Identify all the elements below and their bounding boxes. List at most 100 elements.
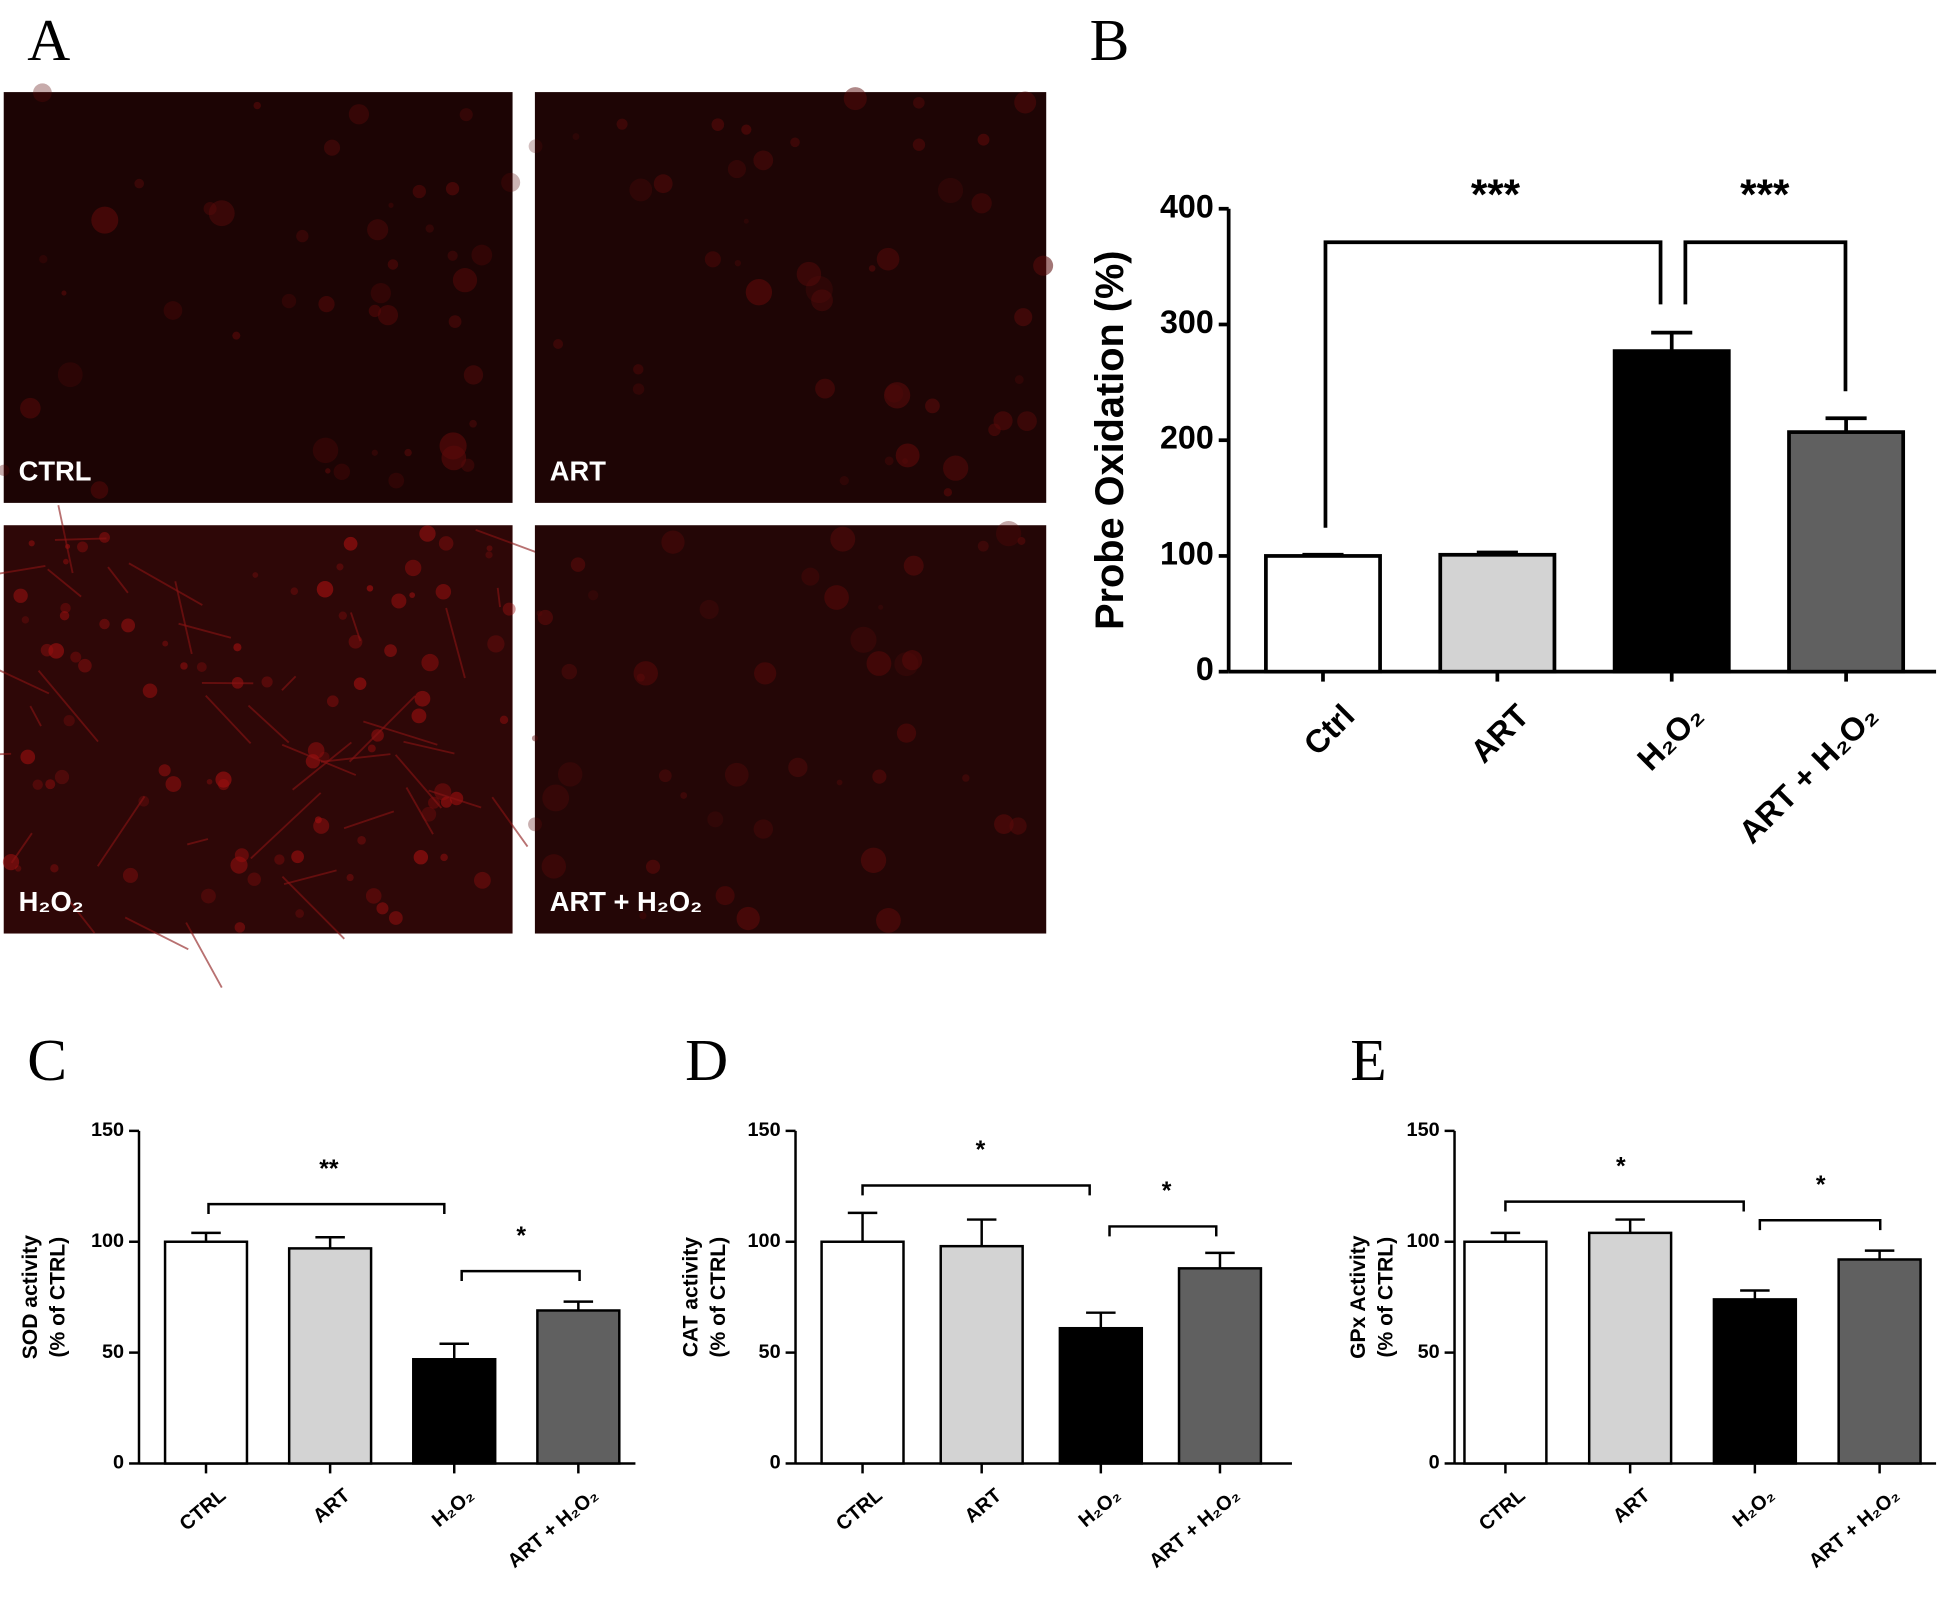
significance-label: * <box>516 1223 526 1250</box>
cell-process <box>185 922 223 989</box>
cell-process <box>178 622 232 639</box>
cell-spot <box>872 769 887 784</box>
cell-process <box>37 670 99 743</box>
cell-spot <box>318 296 335 313</box>
cell-spot <box>316 581 334 598</box>
cell-spot <box>913 96 925 109</box>
cell-spot <box>314 816 322 824</box>
cell-process <box>475 528 544 556</box>
significance-label: * <box>1616 1153 1626 1180</box>
cell-spot <box>203 202 217 216</box>
bar <box>939 1244 1024 1465</box>
cell-spot <box>711 118 725 131</box>
cell-spot <box>232 331 241 340</box>
cell-spot <box>1014 375 1024 385</box>
cell-spot <box>28 540 35 547</box>
cell-spot <box>323 139 341 156</box>
cell-process <box>67 899 96 934</box>
cell-spot <box>158 764 171 777</box>
cell-spot <box>448 315 462 329</box>
image-label: ART <box>550 456 606 487</box>
cell-process <box>205 695 252 745</box>
cell-spot <box>971 193 992 214</box>
image-label: H₂O₂ <box>19 886 84 917</box>
cell-spot <box>843 87 867 111</box>
cell-spot <box>201 888 216 904</box>
cell-spot <box>452 268 478 293</box>
y-tick-label: 300 <box>1160 304 1214 340</box>
cell-spot <box>896 723 917 743</box>
cell-spot <box>165 776 182 792</box>
cell-spot <box>653 174 673 194</box>
cell-spot <box>371 449 378 456</box>
cell-spot <box>469 419 477 428</box>
cell-spot <box>281 293 297 309</box>
cell-spot <box>588 590 599 601</box>
cell-spot <box>370 282 392 304</box>
cell-spot <box>180 662 188 670</box>
significance-label: ** <box>319 1156 339 1183</box>
cell-spot <box>230 856 248 874</box>
cell-process <box>186 838 209 846</box>
cell-spot <box>78 658 92 673</box>
cell-spot <box>788 757 808 778</box>
cell-process <box>394 754 443 809</box>
cell-spot <box>878 604 884 610</box>
cell-spot <box>252 572 259 578</box>
cell-process <box>29 705 42 727</box>
cell-spot <box>121 618 136 633</box>
cell-spot <box>977 540 989 552</box>
cell-spot <box>561 663 578 680</box>
cell-spot <box>20 749 36 765</box>
cell-spot <box>428 796 441 809</box>
cell-spot <box>629 178 653 202</box>
cell-spot <box>471 244 493 266</box>
cell-spot <box>447 250 458 261</box>
cell-spot <box>99 618 110 630</box>
cell-spot <box>39 255 48 264</box>
cell-process <box>343 810 395 830</box>
cell-spot <box>0 464 10 477</box>
cell-spot <box>715 886 735 906</box>
micrograph <box>3 525 513 934</box>
cell-spot <box>367 219 389 241</box>
cell-spot <box>346 873 354 882</box>
y-tick-label: 150 <box>91 1119 124 1141</box>
image-label: CTRL <box>19 456 92 487</box>
cell-spot <box>553 339 564 350</box>
cell-spot <box>570 557 586 572</box>
cell-process <box>247 704 290 744</box>
cell-spot <box>60 602 71 614</box>
bar <box>1058 1326 1144 1465</box>
cell-spot <box>830 526 856 552</box>
cell-process <box>348 695 416 763</box>
panel-label: B <box>1090 7 1130 73</box>
cell-spot <box>206 778 213 785</box>
cell-spot <box>421 653 439 672</box>
cell-spot <box>291 850 304 864</box>
cell-spot <box>537 609 553 626</box>
bar <box>1177 1267 1263 1465</box>
y-axis-label: (% of CTRL) <box>707 1237 730 1358</box>
cell-spot <box>21 616 30 624</box>
bar <box>1837 1258 1922 1465</box>
cell-spot <box>247 872 261 886</box>
cell-spot <box>977 133 990 146</box>
micrograph <box>534 92 1047 503</box>
cell-spot <box>902 650 923 671</box>
bar <box>412 1358 497 1465</box>
significance-bracket <box>1683 240 1848 392</box>
cell-spot <box>485 551 493 559</box>
cell-spot <box>754 662 777 685</box>
cell-spot <box>995 520 1022 547</box>
y-axis-label: CAT activity <box>679 1237 702 1358</box>
cell-spot <box>32 779 43 790</box>
cell-spot <box>824 585 849 610</box>
cell-spot <box>388 911 403 925</box>
cell-process <box>96 795 146 867</box>
significance-bracket <box>1108 1225 1218 1237</box>
cell-spot <box>305 754 321 769</box>
cell-spot <box>414 690 431 707</box>
bar <box>1438 552 1557 674</box>
cell-spot <box>261 676 273 688</box>
